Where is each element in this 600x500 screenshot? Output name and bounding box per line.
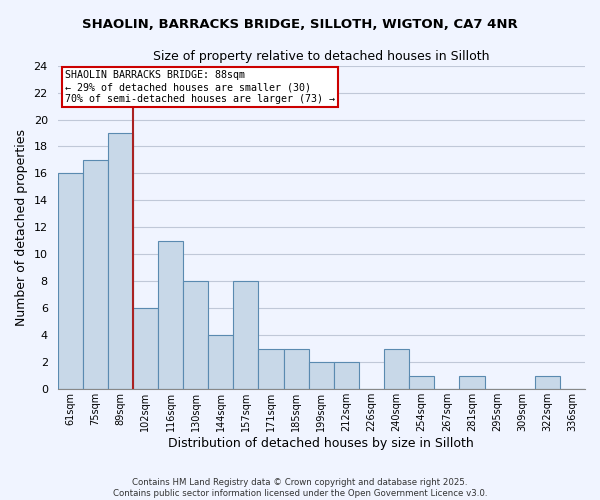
Bar [259, 349, 284, 390]
Bar [384, 349, 409, 390]
Bar [460, 376, 485, 390]
Bar [83, 160, 108, 390]
X-axis label: Distribution of detached houses by size in Silloth: Distribution of detached houses by size … [169, 437, 474, 450]
Text: SHAOLIN, BARRACKS BRIDGE, SILLOTH, WIGTON, CA7 4NR: SHAOLIN, BARRACKS BRIDGE, SILLOTH, WIGTO… [82, 18, 518, 30]
Bar [133, 308, 158, 390]
Text: SHAOLIN BARRACKS BRIDGE: 88sqm
← 29% of detached houses are smaller (30)
70% of : SHAOLIN BARRACKS BRIDGE: 88sqm ← 29% of … [65, 70, 335, 104]
Bar [183, 282, 208, 390]
Bar [535, 376, 560, 390]
Bar [158, 241, 183, 390]
Y-axis label: Number of detached properties: Number of detached properties [15, 129, 28, 326]
Bar [284, 349, 309, 390]
Bar [208, 336, 233, 390]
Bar [409, 376, 434, 390]
Bar [334, 362, 359, 390]
Bar [58, 174, 83, 390]
Bar [233, 282, 259, 390]
Bar [309, 362, 334, 390]
Title: Size of property relative to detached houses in Silloth: Size of property relative to detached ho… [153, 50, 490, 63]
Bar [108, 133, 133, 390]
Text: Contains HM Land Registry data © Crown copyright and database right 2025.
Contai: Contains HM Land Registry data © Crown c… [113, 478, 487, 498]
